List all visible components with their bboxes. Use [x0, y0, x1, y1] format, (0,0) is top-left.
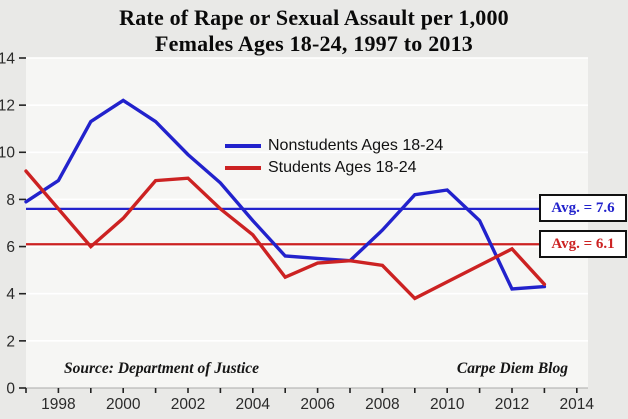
source-note: Source: Department of Justice	[64, 360, 260, 377]
y-tick-label: 10	[0, 145, 15, 162]
x-tick-label: 2014	[560, 396, 595, 413]
y-tick-label: 8	[6, 192, 15, 209]
y-tick-label: 4	[6, 286, 15, 303]
attribution-note: Carpe Diem Blog	[456, 360, 568, 377]
x-tick-label: 2010	[430, 396, 465, 413]
chart-title-line2: Females Ages 18-24, 1997 to 2013	[154, 30, 474, 56]
y-tick-label: 0	[6, 380, 15, 397]
y-tick-label: 12	[0, 98, 15, 115]
y-tick-label: 6	[6, 239, 15, 256]
x-tick-label: 2008	[365, 396, 399, 413]
students-line-swatch	[225, 166, 261, 170]
x-tick-label: 2006	[300, 396, 334, 413]
nonstudents-line-swatch	[225, 144, 261, 148]
nonstudents-data-line	[24, 98, 547, 291]
students-average-annotation: Avg. = 6.1	[539, 230, 627, 258]
x-tick-label: 2002	[171, 396, 205, 413]
y-tick-label: 14	[0, 50, 15, 67]
students-data-line	[24, 169, 547, 301]
x-tick-label: 2012	[495, 396, 529, 413]
x-tick-label: 2004	[236, 396, 271, 413]
legend-item-students: Students Ages 18-24	[225, 157, 443, 179]
legend-label-students: Students Ages 18-24	[268, 159, 417, 176]
x-tick-label: 2000	[106, 396, 141, 413]
nonstudents-average-annotation: Avg. = 7.6	[539, 194, 627, 222]
legend-item-nonstudents: Nonstudents Ages 18-24	[225, 135, 443, 157]
chart-title-line1: Rate of Rape or Sexual Assault per 1,000	[119, 5, 509, 30]
chart-title: Rate of Rape or Sexual Assault per 1,000…	[0, 5, 628, 57]
x-tick-label: 1998	[41, 396, 75, 413]
y-tick-label: 2	[6, 333, 15, 350]
legend-label-nonstudents: Nonstudents Ages 18-24	[268, 137, 444, 154]
legend: Nonstudents Ages 18-24 Students Ages 18-…	[225, 135, 443, 179]
